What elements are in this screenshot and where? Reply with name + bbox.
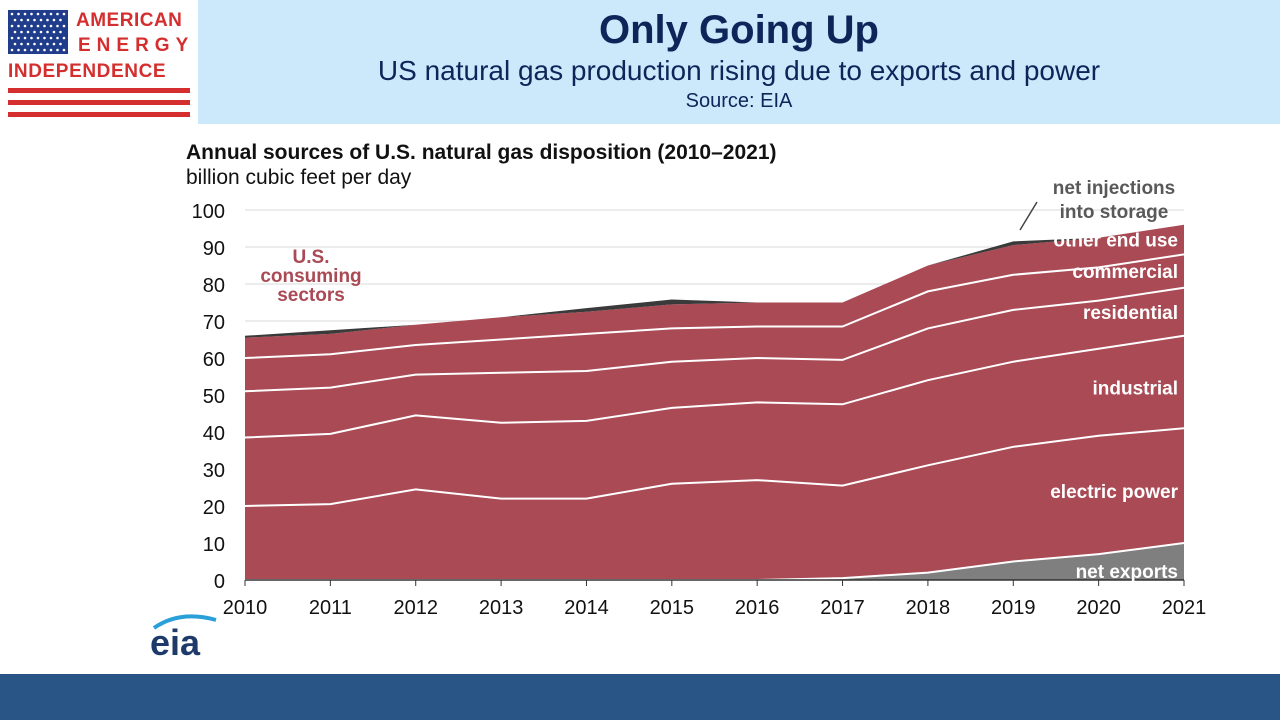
storage-annotation-line1: net injections [1053,178,1175,199]
logo-text-american: AMERICAN [76,10,183,31]
area-residential [245,287,1184,438]
series-boundary [244,253,1185,359]
y-tick-label: 0 [214,571,225,593]
series-boundary [244,286,1185,393]
series-label: net exports [1076,562,1178,583]
x-tick-label: 2019 [991,597,1036,619]
area-electric-power [245,428,1184,580]
area-commercial [245,254,1184,392]
y-tick-label: 60 [203,349,225,371]
x-tick-label: 2017 [820,597,865,619]
x-tick-label: 2010 [223,597,268,619]
x-tick-label: 2021 [1162,597,1207,619]
chart-title: Annual sources of U.S. natural gas dispo… [186,141,777,164]
x-tick-label: 2012 [393,597,438,619]
storage-annotation-line2: into storage [1060,202,1169,223]
page-subtitle: US natural gas production rising due to … [377,55,1101,86]
x-tick-label: 2011 [309,597,352,619]
page-title: Only Going Up [599,8,879,52]
sector-group-annotation: consuming [260,266,361,287]
us-flag-icon [8,10,68,54]
x-tick-label: 2015 [650,597,695,619]
logo-stripe [8,88,190,93]
x-tick-label: 2016 [735,597,780,619]
y-tick-label: 100 [192,201,225,223]
area-series [245,224,1184,580]
header-band [198,0,1280,124]
eia-swoosh-icon [152,614,217,630]
chart-y-axis-label: billion cubic feet per day [186,166,412,189]
eia-logo-text: eia [150,622,201,663]
footer-bar [0,674,1280,720]
logo-stripe [8,100,190,105]
storage-leader-line [1019,201,1038,231]
logo-text-energy: ENERGY [78,35,195,56]
x-tick-label: 2020 [1076,597,1121,619]
series-label: electric power [1050,482,1178,503]
header-banner: AMERICAN ENERGY INDEPENDENCE Only Going … [0,0,1280,124]
axes: 0 10 20 30 40 50 60 70 80 90 100 2010 2011 2012 2013 20… [192,201,1207,619]
y-tick-label: 70 [203,312,225,334]
logo-text-independence: INDEPENDENCE [8,61,167,82]
area-industrial [245,335,1184,506]
x-tick-label: 2013 [479,597,524,619]
eia-logo: eia [150,612,220,663]
y-tick-label: 30 [203,460,225,482]
area-other-end-use [245,224,1184,358]
x-tick-label: 2018 [906,597,951,619]
series-label: other end use [1053,231,1178,252]
series-label: industrial [1092,379,1178,400]
y-tick-label: 10 [203,534,225,556]
y-tick-label: 40 [203,423,225,445]
sector-group-annotation: sectors [277,285,345,306]
series-label: commercial [1072,262,1178,283]
series-labels: net exports electric power industrial resid… [260,178,1178,583]
source-note: Source: EIA [685,90,793,112]
series-boundary [244,427,1185,507]
y-tick-label: 50 [203,386,225,408]
sector-group-annotation: U.S. [293,247,330,268]
american-energy-independence-logo: AMERICAN ENERGY INDEPENDENCE [8,6,192,118]
logo-stripe [8,112,190,117]
y-tick-label: 20 [203,497,225,519]
y-tick-label: 80 [203,275,225,297]
stacked-area-chart: 0 10 20 30 40 50 60 70 80 90 100 2010 2011 2012 2013 20… [192,178,1207,619]
series-boundary [244,334,1185,439]
series-label: residential [1083,303,1178,324]
y-tick-label: 90 [203,238,225,260]
x-tick-label: 2014 [564,597,609,619]
